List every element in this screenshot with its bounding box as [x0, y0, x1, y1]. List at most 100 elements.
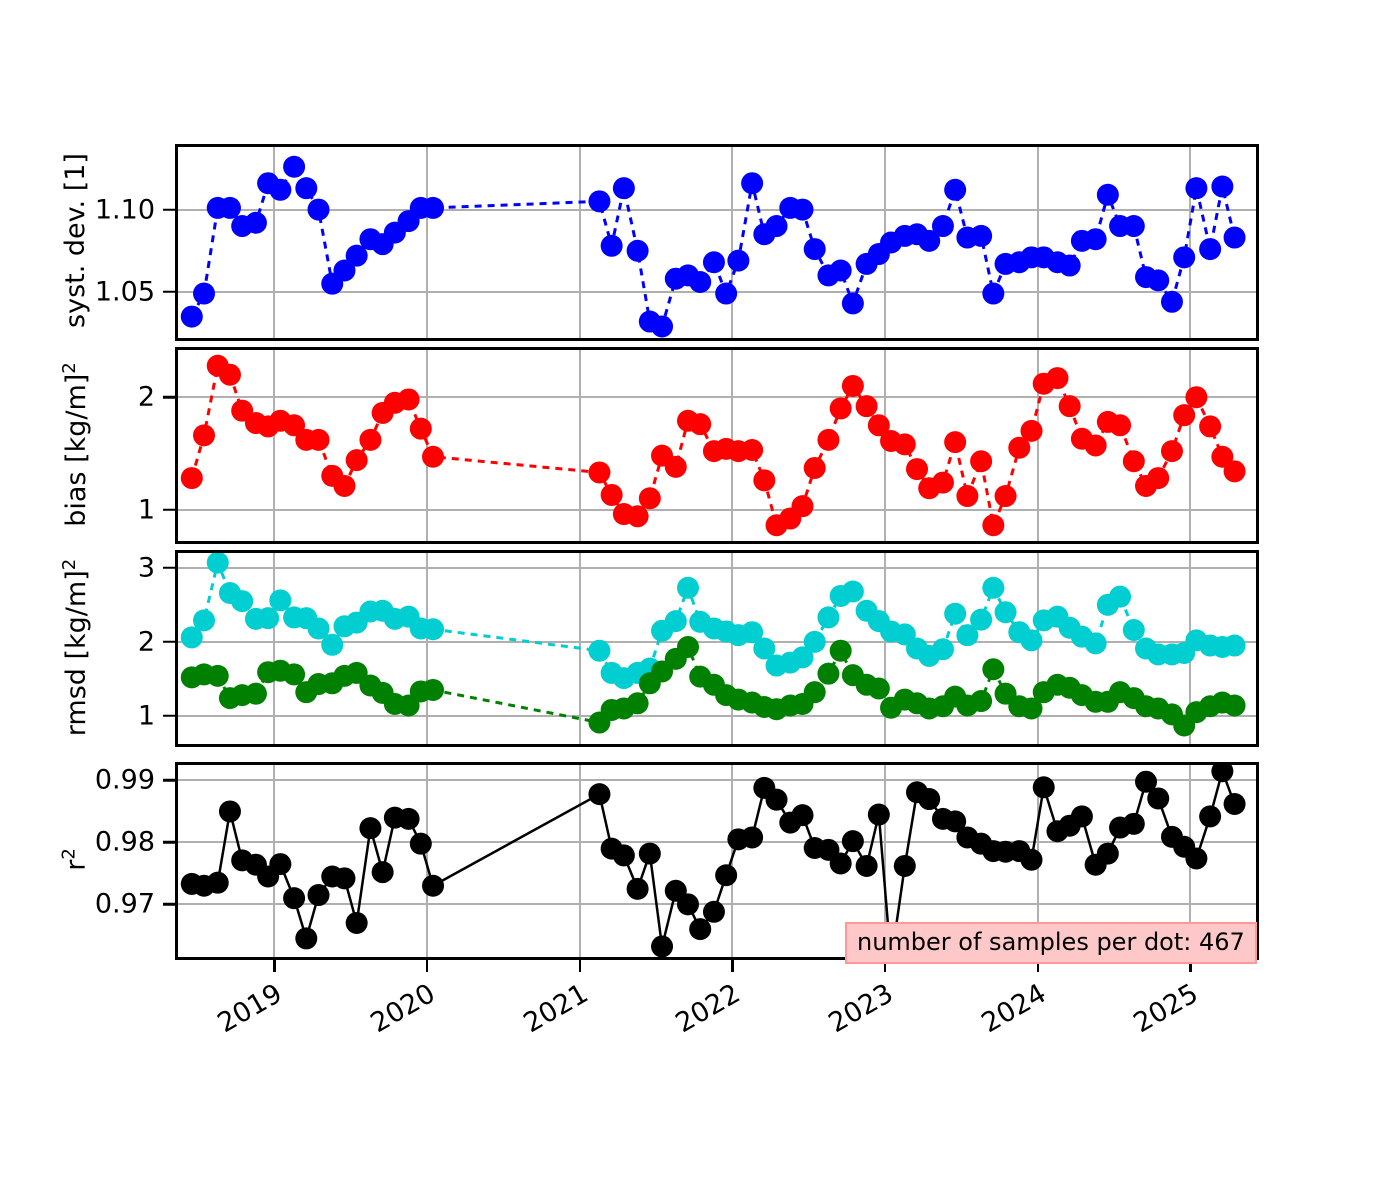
data-point-r-squared	[409, 832, 432, 855]
gridline-vertical	[883, 765, 886, 957]
data-point-r-squared	[829, 852, 852, 875]
data-point-r-squared	[1135, 770, 1158, 793]
y-tick-mark	[163, 903, 175, 906]
y-tick-mark	[163, 566, 175, 570]
data-point-systematic-deviation	[295, 177, 318, 200]
data-point-systematic-deviation	[791, 198, 814, 221]
data-point-rmsd-total	[321, 633, 344, 656]
data-point-r-squared	[702, 900, 725, 923]
x-tick-mark	[425, 960, 429, 972]
data-point-rmsd-total	[180, 626, 203, 649]
data-point-bias	[867, 414, 890, 437]
y-tick-label: 0.99	[94, 764, 155, 796]
data-point-rmsd-unbiased	[626, 692, 649, 715]
data-point-systematic-deviation	[944, 178, 967, 201]
data-point-systematic-deviation	[244, 211, 267, 234]
data-point-bias	[638, 487, 661, 510]
data-point-bias	[307, 428, 330, 451]
data-point-r-squared	[371, 861, 394, 884]
data-point-bias	[283, 414, 306, 437]
data-point-rmsd-total	[982, 576, 1005, 599]
data-point-rmsd-total	[994, 601, 1017, 624]
x-tick-mark	[1036, 960, 1040, 972]
data-point-bias	[829, 397, 852, 420]
series-canvas	[180, 155, 1246, 338]
data-point-rmsd-total	[269, 589, 292, 612]
gridline-vertical	[425, 147, 428, 338]
data-point-bias	[193, 424, 216, 447]
y-tick-label: 2	[137, 381, 155, 413]
gridline-vertical	[1189, 350, 1192, 541]
data-point-rmsd-unbiased	[817, 662, 840, 685]
gridline-vertical	[1036, 350, 1039, 541]
data-point-bias	[1122, 450, 1145, 473]
data-point-bias	[180, 467, 203, 490]
data-point-bias	[1185, 386, 1208, 409]
panel-rmsd	[175, 550, 1259, 747]
data-point-systematic-deviation	[918, 229, 941, 252]
data-point-r-squared	[1211, 765, 1234, 783]
data-point-systematic-deviation	[1122, 215, 1145, 238]
data-point-rmsd-unbiased	[676, 636, 699, 659]
data-point-bias	[1058, 395, 1081, 418]
x-tick-label: 2025	[1128, 978, 1204, 1040]
data-point-systematic-deviation	[715, 282, 738, 305]
gridline-horizontal	[178, 714, 1256, 717]
data-point-systematic-deviation	[345, 244, 368, 267]
gridline-horizontal	[178, 508, 1256, 511]
data-point-systematic-deviation	[588, 190, 611, 213]
y-tick-mark	[163, 208, 175, 211]
data-point-systematic-deviation	[982, 282, 1005, 305]
data-point-r-squared	[676, 893, 699, 916]
data-point-r-squared	[741, 826, 764, 849]
data-point-bias	[994, 485, 1017, 508]
data-point-rmsd-total	[791, 646, 814, 669]
data-point-bias	[1109, 414, 1132, 437]
x-tick-label: 2019	[212, 978, 288, 1040]
gridline-horizontal	[178, 208, 1256, 211]
data-point-r-squared	[1223, 793, 1246, 816]
data-point-systematic-deviation	[612, 177, 635, 200]
data-point-systematic-deviation	[1147, 269, 1170, 292]
data-point-bias	[397, 388, 420, 411]
data-point-rmsd-unbiased	[982, 658, 1005, 681]
data-point-systematic-deviation	[1058, 254, 1081, 277]
data-point-systematic-deviation	[422, 196, 445, 219]
data-point-bias	[753, 469, 776, 492]
data-point-bias	[931, 471, 954, 494]
data-point-rmsd-total	[753, 637, 776, 660]
data-point-rmsd-total	[1223, 634, 1246, 657]
y-tick-label: 3	[137, 552, 155, 584]
data-point-systematic-deviation	[931, 215, 954, 238]
data-point-r-squared	[918, 788, 941, 811]
y-tick-label: 1	[137, 494, 155, 526]
data-point-r-squared	[269, 853, 292, 876]
gridline-vertical	[883, 553, 886, 744]
data-point-rmsd-total	[1020, 629, 1043, 652]
data-point-r-squared	[295, 927, 318, 950]
gridline-horizontal	[178, 640, 1256, 643]
gridline-horizontal	[178, 566, 1256, 569]
data-point-rmsd-total	[944, 602, 967, 625]
data-point-bias	[600, 483, 623, 506]
y-axis-label-bias: bias [kg/m]2	[58, 361, 92, 527]
data-point-bias	[664, 455, 687, 478]
x-tick-label: 2021	[518, 978, 594, 1040]
gridline-horizontal	[178, 779, 1256, 782]
data-point-rmsd-total	[803, 630, 826, 653]
panel-plot-area-bias	[178, 350, 1256, 541]
data-point-systematic-deviation	[841, 292, 864, 315]
gridline-vertical	[1189, 147, 1192, 338]
data-point-r-squared	[689, 918, 712, 941]
data-point-bias	[906, 458, 929, 481]
panel-plot-area-r-squared	[178, 765, 1256, 957]
data-point-r-squared	[855, 854, 878, 877]
data-point-bias	[1173, 404, 1196, 427]
gridline-horizontal	[178, 841, 1256, 844]
data-point-rmsd-total	[307, 617, 330, 640]
data-point-r-squared	[345, 911, 368, 934]
data-point-r-squared	[422, 874, 445, 897]
data-point-bias	[1160, 440, 1183, 463]
data-point-r-squared	[651, 935, 674, 957]
